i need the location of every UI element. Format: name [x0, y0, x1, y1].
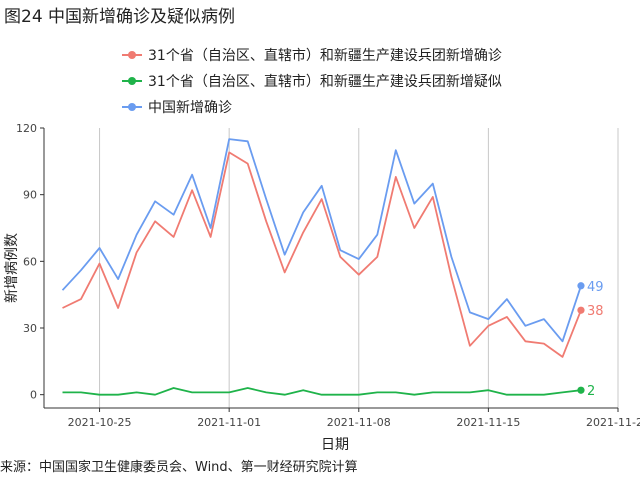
- legend-key-confirmed-china: [120, 100, 144, 114]
- end-label-suspected-31: 2: [587, 384, 595, 399]
- series-line-confirmed-china: [61, 138, 582, 343]
- end-label-confirmed-31: 38: [587, 304, 604, 319]
- legend-label-suspected-31: 31个省（自治区、直辖市）和新疆生产建设兵团新增疑似: [148, 74, 502, 90]
- y-tick-label: 0: [30, 389, 37, 402]
- x-tick-label: 2021-11-01: [197, 416, 261, 429]
- legend-key-confirmed-31: [120, 48, 144, 62]
- legend-item-confirmed-31: 31个省（自治区、直辖市）和新疆生产建设兵团新增确诊: [120, 42, 502, 68]
- y-tick-label: 120: [16, 122, 37, 135]
- y-axis-title: 新增病例数: [4, 233, 20, 303]
- y-tick-label: 90: [23, 189, 37, 202]
- legend-dot: [128, 77, 136, 85]
- legend-label-confirmed-china: 中国新增确诊: [148, 100, 232, 116]
- end-point-confirmed-31: [577, 306, 585, 314]
- series-line-suspected-31: [62, 387, 582, 396]
- y-tick-label: 60: [23, 255, 37, 268]
- x-tick-label: 2021-10-25: [68, 416, 132, 429]
- legend-label-confirmed-31: 31个省（自治区、直辖市）和新疆生产建设兵团新增确诊: [148, 48, 502, 64]
- legend-item-confirmed-china: 中国新增确诊: [120, 94, 502, 120]
- x-axis-title: 日期: [321, 437, 349, 453]
- legend-item-suspected-31: 31个省（自治区、直辖市）和新疆生产建设兵团新增疑似: [120, 68, 502, 94]
- legend-key-suspected-31: [120, 74, 144, 88]
- legend-dot: [128, 103, 136, 111]
- source-note: 来源：中国国家卫生健康委员会、Wind、第一财经研究院计算: [0, 460, 358, 475]
- series-line-confirmed-31: [62, 151, 582, 358]
- end-point-confirmed-china: [577, 282, 585, 290]
- legend: 31个省（自治区、直辖市）和新疆生产建设兵团新增确诊 31个省（自治区、直辖市）…: [120, 42, 502, 120]
- x-tick-label: 2021-11-22: [586, 416, 640, 429]
- y-tick-label: 30: [23, 322, 37, 335]
- figure-title: 图24 中国新增确诊及疑似病例: [4, 7, 236, 27]
- x-tick-label: 2021-11-15: [456, 416, 520, 429]
- end-label-confirmed-china: 49: [587, 280, 604, 295]
- legend-dot: [128, 51, 136, 59]
- end-point-suspected-31: [577, 386, 585, 394]
- x-tick-label: 2021-11-08: [327, 416, 391, 429]
